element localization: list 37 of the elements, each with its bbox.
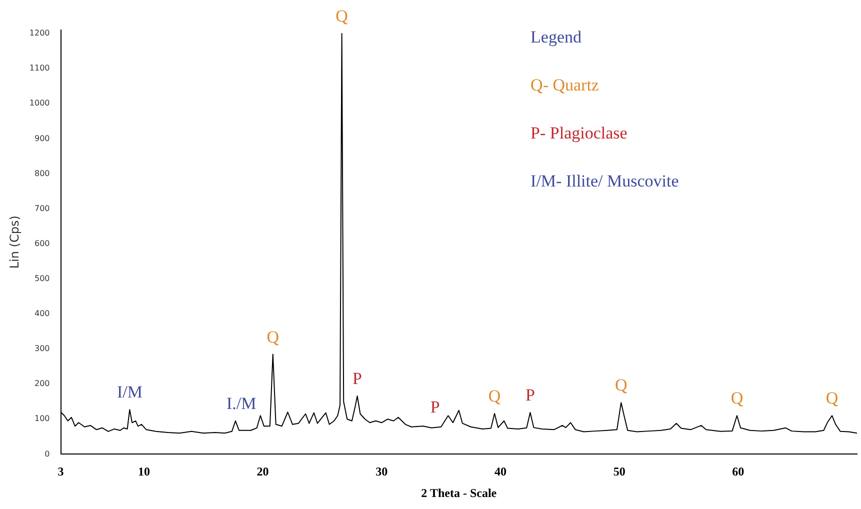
y-tick-label: 1000 [29,98,50,108]
x-tick-label: 50 [613,464,626,478]
x-tick-label: 20 [256,464,269,478]
y-tick-label: 1100 [29,64,50,73]
annotation: Q- Quartz [530,75,600,94]
annotation: P [430,397,440,416]
annotation: P- Plagioclase [530,123,628,142]
x-tick-label: 10 [138,464,150,478]
annotation: Q [614,376,628,395]
x-axis-title: 2 Theta - Scale [421,486,498,500]
annotation: P [352,368,362,388]
y-tick-label: 0 [44,449,50,458]
y-tick-label: 500 [34,274,50,283]
annotation: Q [488,386,501,406]
annotation: I/M- Illite/ Muscovite [530,171,679,190]
y-axis-title: Lin (Cps) [7,216,22,269]
x-tick-label: 3 [58,464,64,478]
annotation: P [525,385,535,404]
annotation: Q [826,388,838,408]
y-tick-label: 600 [34,238,50,248]
y-tick-label: 100 [34,414,50,424]
annotation: I/M [116,382,142,402]
y-tick-label: 200 [34,379,50,388]
x-tick-label: 60 [732,464,744,478]
annotation: Legend [530,27,582,46]
annotation: I./M [226,394,256,413]
annotation: Q [336,6,348,26]
x-tick-label: 40 [494,464,506,478]
annotation: Q [730,388,744,408]
y-tick-label: 700 [34,204,50,213]
annotation: Q [266,327,280,346]
y-tick-label: 1200 [29,28,50,38]
y-tick-label: 300 [34,344,50,354]
y-tick-label: 900 [34,134,50,143]
y-tick-label: 800 [34,168,50,178]
y-tick-label: 400 [34,309,50,318]
x-tick-label: 30 [376,464,388,478]
